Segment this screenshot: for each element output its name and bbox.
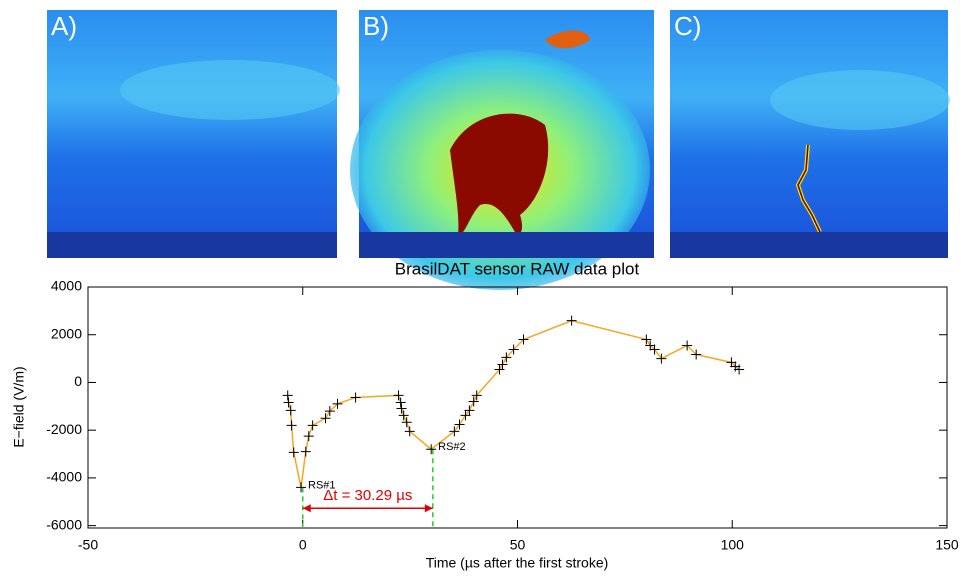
- y-tick-label: 4000: [51, 278, 82, 294]
- data-point: [641, 334, 652, 345]
- annotation: RS#2: [438, 441, 466, 453]
- data-point: [734, 364, 745, 375]
- data-point: [464, 405, 475, 416]
- y-tick-label: -2000: [46, 421, 82, 437]
- data-point: [468, 396, 479, 407]
- x-tick-label: 0: [299, 537, 307, 553]
- data-point: [393, 390, 404, 401]
- data-point: [307, 420, 318, 431]
- photo-a: [47, 10, 340, 258]
- data-point: [404, 426, 415, 437]
- y-tick-label: 0: [74, 373, 82, 389]
- data-point: [691, 349, 702, 360]
- data-point: [460, 410, 471, 421]
- data-point: [401, 417, 412, 428]
- data-point: [303, 431, 314, 442]
- data-point: [396, 403, 407, 414]
- data-point: [283, 397, 294, 408]
- data-point: [497, 359, 508, 370]
- data-point: [296, 482, 307, 493]
- y-axis-label: E−field (V/m): [11, 366, 27, 447]
- data-point: [285, 405, 296, 416]
- x-tick-label: 100: [721, 537, 745, 553]
- data-point: [282, 390, 293, 401]
- y-tick-label: -4000: [46, 469, 82, 485]
- data-point: [471, 390, 482, 401]
- data-point: [649, 344, 660, 355]
- photo-c: [670, 10, 950, 258]
- data-point: [645, 340, 656, 351]
- x-tick-label: 150: [935, 537, 959, 553]
- data-point: [286, 420, 297, 431]
- annotation: RS#1: [308, 479, 336, 491]
- data-point: [395, 397, 406, 408]
- y-tick-label: 2000: [51, 325, 82, 341]
- panel-label: C): [674, 11, 701, 41]
- interval-label: Δt = 30.29 µs: [323, 487, 412, 504]
- plot-frame: [87, 286, 948, 529]
- data-point: [501, 352, 512, 363]
- data-point: [518, 334, 529, 345]
- photo-b: [350, 10, 654, 290]
- data-point: [566, 315, 577, 326]
- data-point: [656, 353, 667, 364]
- x-axis-label: Time (µs after the first stroke): [426, 555, 609, 571]
- x-tick-label: -50: [78, 537, 98, 553]
- data-point: [324, 406, 335, 417]
- data-point: [288, 447, 299, 458]
- data-point: [426, 444, 437, 455]
- data-point: [508, 344, 519, 355]
- panel-label: B): [363, 11, 389, 41]
- data-point: [494, 364, 505, 375]
- data-point: [398, 410, 409, 421]
- data-point: [300, 446, 311, 457]
- chart-title: BrasilDAT sensor RAW data plot: [395, 259, 640, 278]
- data-point: [320, 413, 331, 424]
- data-point: [350, 392, 361, 403]
- y-tick-label: -6000: [46, 516, 82, 532]
- panel-label: A): [51, 11, 77, 41]
- data-point: [726, 357, 737, 368]
- x-tick-label: 50: [510, 537, 526, 553]
- data-point: [332, 398, 343, 409]
- data-point: [454, 419, 465, 430]
- data-point: [682, 340, 693, 351]
- data-point: [449, 426, 460, 437]
